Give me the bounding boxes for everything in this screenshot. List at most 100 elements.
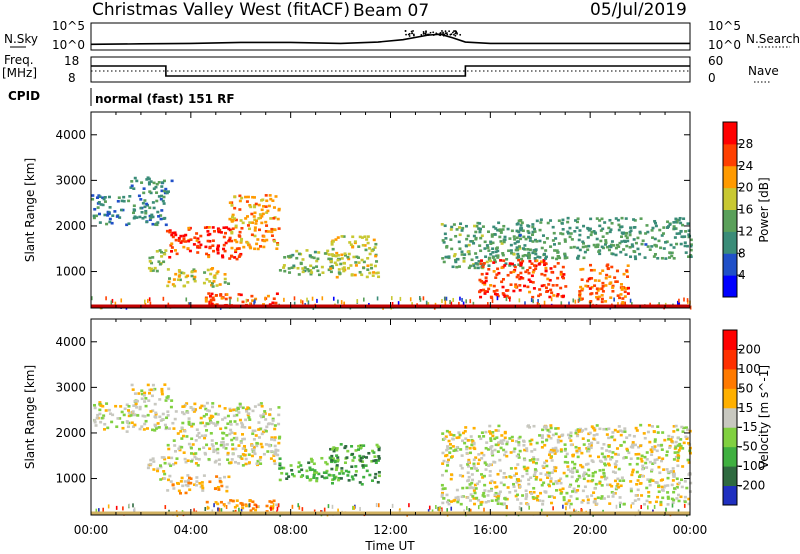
- heatmap-cell: [221, 254, 225, 257]
- heatmap-cell: [98, 412, 102, 416]
- colorbar-tick-label: 50: [738, 381, 753, 395]
- heatmap-cell: [623, 427, 627, 430]
- heatmap-cell: [177, 269, 181, 272]
- heatmap-cell: [648, 483, 652, 487]
- heatmap-cell: [143, 391, 147, 395]
- heatmap-cell: [501, 252, 505, 255]
- heatmap-cell: [525, 447, 529, 450]
- heatmap-cell: [272, 217, 276, 220]
- heatmap-cell: [330, 454, 334, 458]
- heatmap-cell: [164, 426, 168, 429]
- heatmap-cell: [171, 231, 175, 235]
- heatmap-cell: [171, 483, 175, 486]
- heatmap-cell: [244, 462, 248, 466]
- heatmap-cell: [240, 502, 244, 506]
- heatmap-cell: [106, 214, 110, 217]
- heatmap-cell: [531, 496, 535, 499]
- heatmap-cell: [161, 181, 165, 184]
- heatmap-cell: [623, 430, 627, 433]
- heatmap-cell: [629, 489, 633, 493]
- heatmap-cell: [301, 507, 304, 512]
- heatmap-cell: [226, 453, 230, 456]
- heatmap-cell: [472, 264, 476, 267]
- heatmap-cell: [628, 433, 632, 437]
- heatmap-cell: [480, 272, 484, 276]
- heatmap-cell: [504, 262, 508, 265]
- heatmap-cell: [489, 284, 493, 287]
- heatmap-cell: [472, 486, 476, 490]
- heatmap-cell: [681, 447, 685, 450]
- heatmap-cell: [548, 450, 552, 454]
- heatmap-cell: [137, 194, 141, 198]
- heatmap-cell: [206, 233, 210, 237]
- heatmap-cell: [211, 239, 215, 243]
- heatmap-cell: [357, 245, 361, 248]
- heatmap-cell: [499, 446, 503, 450]
- heatmap-cell: [501, 292, 505, 295]
- heatmap-cell: [632, 434, 636, 438]
- heatmap-cell: [193, 279, 197, 283]
- heatmap-cell: [523, 244, 527, 247]
- heatmap-cell: [253, 205, 257, 209]
- heatmap-cell: [646, 478, 650, 481]
- heatmap-cell: [588, 431, 592, 435]
- heatmap-cell: [373, 476, 377, 479]
- heatmap-cell: [371, 449, 375, 453]
- heatmap-cell: [451, 437, 455, 441]
- heatmap-cell: [586, 439, 590, 442]
- heatmap-cell: [220, 484, 224, 488]
- heatmap-cell: [360, 236, 364, 239]
- heatmap-cell: [614, 246, 618, 250]
- heatmap-cell: [466, 250, 470, 254]
- heatmap-cell: [185, 435, 189, 438]
- heatmap-cell: [493, 258, 497, 262]
- heatmap-cell: [449, 228, 453, 231]
- heatmap-cell: [192, 452, 196, 456]
- heatmap-cell: [215, 475, 219, 478]
- heatmap-cell: [245, 299, 249, 302]
- heatmap-cell: [571, 490, 575, 493]
- heatmap-cell: [441, 501, 445, 505]
- heatmap-cell: [596, 441, 600, 444]
- heatmap-cell: [687, 255, 691, 258]
- heatmap-cell: [576, 256, 580, 260]
- heatmap-cell: [208, 232, 212, 236]
- heatmap-cell: [497, 441, 501, 444]
- heatmap-cell: [535, 441, 539, 445]
- heatmap-cell: [173, 449, 177, 453]
- heatmap-cell: [167, 387, 171, 391]
- heatmap-cell: [369, 263, 373, 267]
- heatmap-cell: [575, 226, 579, 230]
- y-tick-label: 4000: [55, 128, 86, 142]
- heatmap-cell: [218, 228, 222, 232]
- heatmap-cell: [207, 457, 211, 461]
- heatmap-cell: [643, 502, 647, 506]
- heatmap-cell: [616, 453, 620, 456]
- heatmap-cell: [600, 287, 604, 291]
- heatmap-cell: [156, 221, 160, 224]
- heatmap-cell: [184, 233, 188, 237]
- heatmap-cell: [600, 294, 604, 297]
- heatmap-cell: [606, 267, 610, 270]
- heatmap-cell: [173, 231, 177, 235]
- heatmap-cell: [270, 436, 274, 439]
- heatmap-cell: [277, 227, 281, 230]
- heatmap-cell: [193, 455, 197, 459]
- heatmap-cell: [240, 237, 244, 241]
- heatmap-cell: [565, 474, 569, 478]
- heatmap-cell: [482, 262, 486, 265]
- heatmap-cell: [245, 410, 249, 413]
- heatmap-cell: [233, 206, 237, 210]
- heatmap-cell: [636, 488, 640, 492]
- heatmap-cell: [156, 469, 160, 473]
- heatmap-cell: [133, 392, 137, 395]
- heatmap-cell: [485, 463, 489, 467]
- heatmap-cell: [513, 447, 517, 451]
- heatmap-cell: [168, 255, 172, 259]
- heatmap-cell: [336, 236, 340, 239]
- heatmap-cell: [332, 449, 336, 453]
- heatmap-cell: [358, 481, 362, 484]
- heatmap-cell: [668, 251, 672, 254]
- heatmap-cell: [538, 228, 542, 232]
- heatmap-cell: [276, 453, 280, 457]
